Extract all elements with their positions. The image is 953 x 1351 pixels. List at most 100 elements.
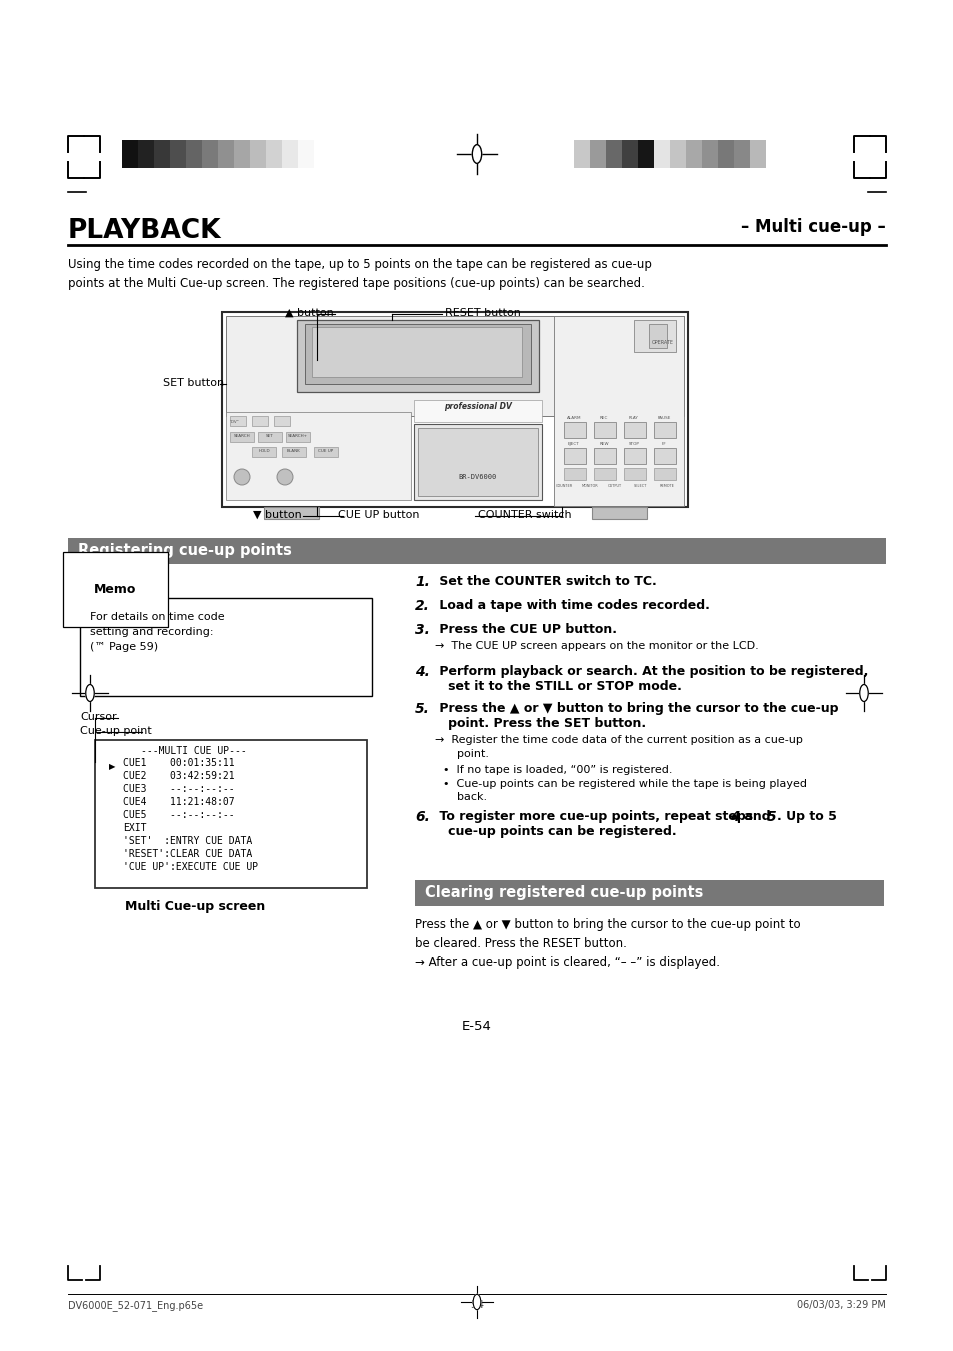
Bar — [286, 432, 310, 442]
Text: 'SET'  :ENTRY CUE DATA: 'SET' :ENTRY CUE DATA — [123, 836, 252, 846]
Text: "DV": "DV" — [230, 420, 239, 424]
Ellipse shape — [472, 145, 481, 163]
Bar — [414, 424, 541, 500]
Bar — [312, 327, 521, 377]
Text: SELECT: SELECT — [634, 484, 647, 488]
Text: 3.: 3. — [415, 623, 430, 638]
Text: Perform playback or search. At the position to be registered,: Perform playback or search. At the posit… — [435, 665, 867, 678]
Text: •  Cue-up points can be registered while the tape is being played: • Cue-up points can be registered while … — [442, 780, 806, 789]
Text: COUNTER switch: COUNTER switch — [477, 509, 571, 520]
Bar — [153, 141, 170, 168]
Bar — [654, 422, 676, 438]
Ellipse shape — [473, 1294, 480, 1309]
Bar — [623, 422, 645, 438]
Bar — [226, 316, 683, 416]
Text: CUE2    03:42:59:21: CUE2 03:42:59:21 — [123, 771, 234, 781]
Bar — [296, 320, 538, 392]
Bar — [257, 432, 282, 442]
Text: PAUSE: PAUSE — [657, 416, 670, 420]
Bar — [669, 141, 685, 168]
Bar — [68, 538, 885, 563]
Bar — [623, 449, 645, 463]
Bar — [314, 447, 337, 457]
Text: cue-up points can be registered.: cue-up points can be registered. — [435, 825, 676, 838]
Text: OPERATE: OPERATE — [651, 340, 673, 345]
Bar — [594, 467, 616, 480]
Bar — [202, 141, 218, 168]
Bar — [95, 740, 367, 888]
Text: Cue-up point: Cue-up point — [80, 725, 152, 736]
Text: SET button: SET button — [163, 378, 224, 388]
Text: RESET button: RESET button — [444, 308, 520, 317]
Bar — [414, 400, 541, 422]
Bar — [226, 412, 411, 500]
Text: professional DV: professional DV — [443, 403, 512, 411]
Text: •  If no tape is loaded, “00” is registered.: • If no tape is loaded, “00” is register… — [442, 765, 672, 775]
Bar — [594, 449, 616, 463]
Bar — [122, 141, 138, 168]
Bar — [80, 598, 372, 696]
Ellipse shape — [86, 685, 94, 701]
Text: Multi Cue-up screen: Multi Cue-up screen — [125, 900, 265, 913]
Bar — [638, 141, 654, 168]
Text: 1.: 1. — [415, 576, 430, 589]
Text: ALARM: ALARM — [566, 416, 580, 420]
Bar — [634, 320, 676, 353]
Bar — [623, 467, 645, 480]
Bar — [250, 141, 266, 168]
Bar — [701, 141, 718, 168]
Bar — [749, 141, 765, 168]
Text: REW: REW — [598, 442, 608, 446]
Text: EJECT: EJECT — [568, 442, 579, 446]
Text: Using the time codes recorded on the tape, up to 5 points on the tape can be reg: Using the time codes recorded on the tap… — [68, 258, 651, 289]
Bar — [218, 141, 233, 168]
Text: OUTPUT: OUTPUT — [607, 484, 621, 488]
Text: DV6000E_52-071_Eng.p65e: DV6000E_52-071_Eng.p65e — [68, 1300, 203, 1310]
Text: Press the ▲ or ▼ button to bring the cursor to the cue-up: Press the ▲ or ▼ button to bring the cur… — [435, 703, 838, 715]
Text: BLANK: BLANK — [287, 449, 300, 453]
Bar — [685, 141, 701, 168]
Bar — [648, 324, 666, 349]
Bar — [621, 141, 638, 168]
Text: E-54: E-54 — [461, 1020, 492, 1034]
Text: FF: FF — [661, 442, 666, 446]
Text: Set the COUNTER switch to TC.: Set the COUNTER switch to TC. — [435, 576, 656, 588]
Text: back.: back. — [456, 792, 487, 802]
Text: point.: point. — [456, 748, 489, 759]
Text: 5.: 5. — [415, 703, 430, 716]
Text: 'CUE UP':EXECUTE CUE UP: 'CUE UP':EXECUTE CUE UP — [123, 862, 258, 871]
Text: For details on time code
setting and recording:
(™ Page 59): For details on time code setting and rec… — [90, 612, 224, 653]
Bar — [563, 449, 585, 463]
Bar — [282, 141, 297, 168]
Text: CUE5    --:--:--:--: CUE5 --:--:--:-- — [123, 811, 234, 820]
Text: point. Press the SET button.: point. Press the SET button. — [435, 717, 645, 730]
Bar — [733, 141, 749, 168]
Bar — [266, 141, 282, 168]
Text: Load a tape with time codes recorded.: Load a tape with time codes recorded. — [435, 598, 709, 612]
Text: 06/03/03, 3:29 PM: 06/03/03, 3:29 PM — [797, 1300, 885, 1310]
Text: Cursor: Cursor — [80, 712, 116, 721]
Bar — [654, 467, 676, 480]
Text: 54: 54 — [470, 1300, 483, 1310]
Bar — [186, 141, 202, 168]
Text: CUE UP: CUE UP — [318, 449, 334, 453]
Text: HOLD: HOLD — [258, 449, 270, 453]
Bar — [654, 449, 676, 463]
Text: STOP: STOP — [628, 442, 639, 446]
Circle shape — [276, 469, 293, 485]
Text: Press the CUE UP button.: Press the CUE UP button. — [435, 623, 617, 636]
Text: Memo: Memo — [94, 584, 136, 596]
Circle shape — [233, 469, 250, 485]
Bar — [282, 447, 306, 457]
Text: Registering cue-up points: Registering cue-up points — [78, 543, 292, 558]
Bar — [417, 428, 537, 496]
Text: 'RESET':CLEAR CUE DATA: 'RESET':CLEAR CUE DATA — [123, 848, 252, 859]
Bar — [554, 316, 683, 507]
Text: CUE1    00:01:35:11: CUE1 00:01:35:11 — [123, 758, 234, 767]
Bar — [563, 467, 585, 480]
Bar — [233, 141, 250, 168]
Text: Clearing registered cue-up points: Clearing registered cue-up points — [424, 885, 702, 900]
Text: PLAYBACK: PLAYBACK — [68, 218, 221, 245]
Bar — [170, 141, 186, 168]
Text: SET: SET — [266, 434, 274, 438]
